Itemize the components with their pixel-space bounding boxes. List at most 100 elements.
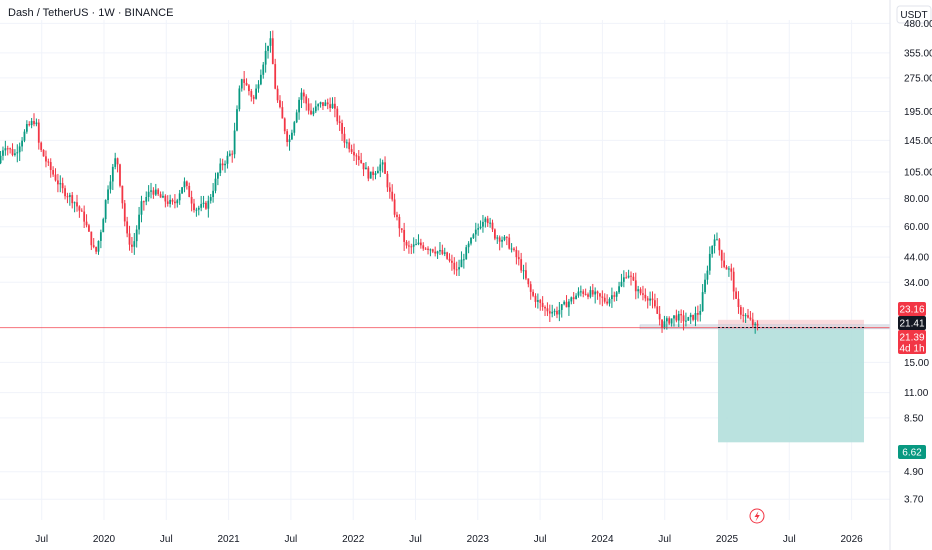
position-zones[interactable] bbox=[639, 319, 891, 443]
candle-body bbox=[491, 222, 494, 230]
candle-body bbox=[176, 200, 179, 204]
candle-body bbox=[281, 107, 284, 119]
candle-body bbox=[613, 295, 616, 297]
candle-body bbox=[713, 239, 716, 246]
price-tag-label: 6.62 bbox=[902, 448, 922, 459]
candle-body bbox=[190, 196, 193, 204]
candle-body bbox=[276, 88, 279, 101]
candle-body bbox=[181, 187, 183, 194]
range-box[interactable] bbox=[639, 324, 891, 330]
candle-body bbox=[596, 291, 599, 294]
candle-body bbox=[252, 96, 255, 99]
time-axis[interactable]: Jul 2020 Jul 2021 Jul 2022 Jul 2023 Jul 2024 Jul 20… bbox=[0, 526, 890, 545]
candle-body bbox=[348, 142, 351, 150]
candle-body bbox=[324, 102, 327, 106]
candle-body bbox=[670, 318, 673, 324]
candle-body bbox=[40, 142, 43, 150]
candle-body bbox=[310, 110, 312, 115]
candle-body bbox=[446, 252, 449, 259]
candle-body bbox=[236, 109, 238, 131]
candle-body bbox=[111, 166, 114, 182]
candle-body bbox=[350, 149, 353, 152]
candle-body bbox=[279, 100, 281, 108]
candle-body bbox=[233, 130, 236, 155]
time-tick-label: Jul bbox=[658, 534, 671, 545]
candle-body bbox=[150, 190, 152, 192]
candle-body bbox=[274, 64, 277, 89]
candle-body bbox=[718, 239, 721, 251]
candle-body bbox=[372, 171, 375, 175]
candle-body bbox=[6, 148, 9, 150]
time-tick-label: Jul bbox=[409, 534, 422, 545]
candle-body bbox=[701, 292, 704, 312]
candle-body bbox=[128, 233, 131, 245]
candle-body bbox=[601, 296, 604, 298]
candle-body bbox=[376, 170, 379, 174]
candle-body bbox=[582, 291, 585, 294]
time-tick-label: Jul bbox=[160, 534, 173, 545]
candle-series bbox=[0, 30, 759, 334]
candle-body bbox=[54, 174, 57, 181]
candle-body bbox=[520, 259, 523, 271]
currency-button[interactable] bbox=[896, 5, 932, 24]
candle-body bbox=[35, 122, 38, 125]
currency-button-label: USDT bbox=[900, 10, 927, 21]
candle-body bbox=[37, 122, 40, 143]
candle-body bbox=[162, 195, 164, 198]
chart-misc[interactable] bbox=[749, 508, 765, 524]
candle-body bbox=[59, 183, 62, 185]
candle-body bbox=[322, 102, 324, 106]
candle-body bbox=[159, 194, 162, 198]
candle-body bbox=[527, 278, 530, 285]
candle-body bbox=[410, 246, 413, 248]
candle-body bbox=[255, 88, 257, 99]
price-tick-label: 4.90 bbox=[904, 467, 924, 478]
candle-body bbox=[649, 298, 652, 301]
price-tick-label: 355.00 bbox=[904, 48, 932, 59]
candle-body bbox=[591, 290, 594, 295]
candle-body bbox=[735, 291, 737, 299]
candle-body bbox=[300, 92, 303, 100]
candle-body bbox=[560, 304, 563, 310]
candle-body bbox=[169, 199, 172, 204]
price-tag bbox=[898, 316, 926, 330]
time-tick-label: Jul bbox=[783, 534, 796, 545]
candle-body bbox=[49, 162, 52, 171]
candle-body bbox=[73, 202, 76, 204]
candle-body bbox=[250, 91, 253, 97]
candle-body bbox=[663, 321, 666, 328]
candle-body bbox=[584, 293, 587, 295]
candle-body bbox=[412, 244, 415, 247]
candle-body bbox=[329, 104, 332, 109]
time-tick-label: 2026 bbox=[840, 534, 863, 545]
candle-body bbox=[618, 286, 620, 293]
lightning-icon[interactable] bbox=[749, 508, 765, 524]
candle-body bbox=[80, 210, 83, 212]
candle-body bbox=[539, 300, 542, 303]
candle-body bbox=[33, 121, 35, 125]
stop-loss-zone[interactable] bbox=[718, 319, 864, 328]
candle-body bbox=[293, 122, 296, 133]
candle-body bbox=[622, 277, 625, 282]
candle-body bbox=[646, 298, 649, 301]
candle-body bbox=[484, 218, 487, 222]
candle-body bbox=[367, 167, 370, 179]
candle-body bbox=[302, 92, 305, 97]
candle-body bbox=[687, 317, 690, 321]
candle-body bbox=[317, 104, 320, 107]
candle-body bbox=[546, 308, 549, 312]
candle-body bbox=[398, 216, 401, 229]
candle-body bbox=[4, 148, 7, 151]
candle-body bbox=[725, 266, 728, 270]
candle-body bbox=[45, 156, 47, 162]
candle-body bbox=[625, 277, 628, 279]
symbol-title[interactable]: Dash / TetherUS · 1W · BINANCE bbox=[8, 7, 174, 19]
candle-body bbox=[97, 240, 100, 252]
time-tick-label: 2022 bbox=[342, 534, 365, 545]
take-profit-zone[interactable] bbox=[718, 327, 864, 443]
candle-body bbox=[732, 271, 735, 292]
candle-body bbox=[422, 245, 425, 249]
candle-body bbox=[341, 123, 343, 134]
